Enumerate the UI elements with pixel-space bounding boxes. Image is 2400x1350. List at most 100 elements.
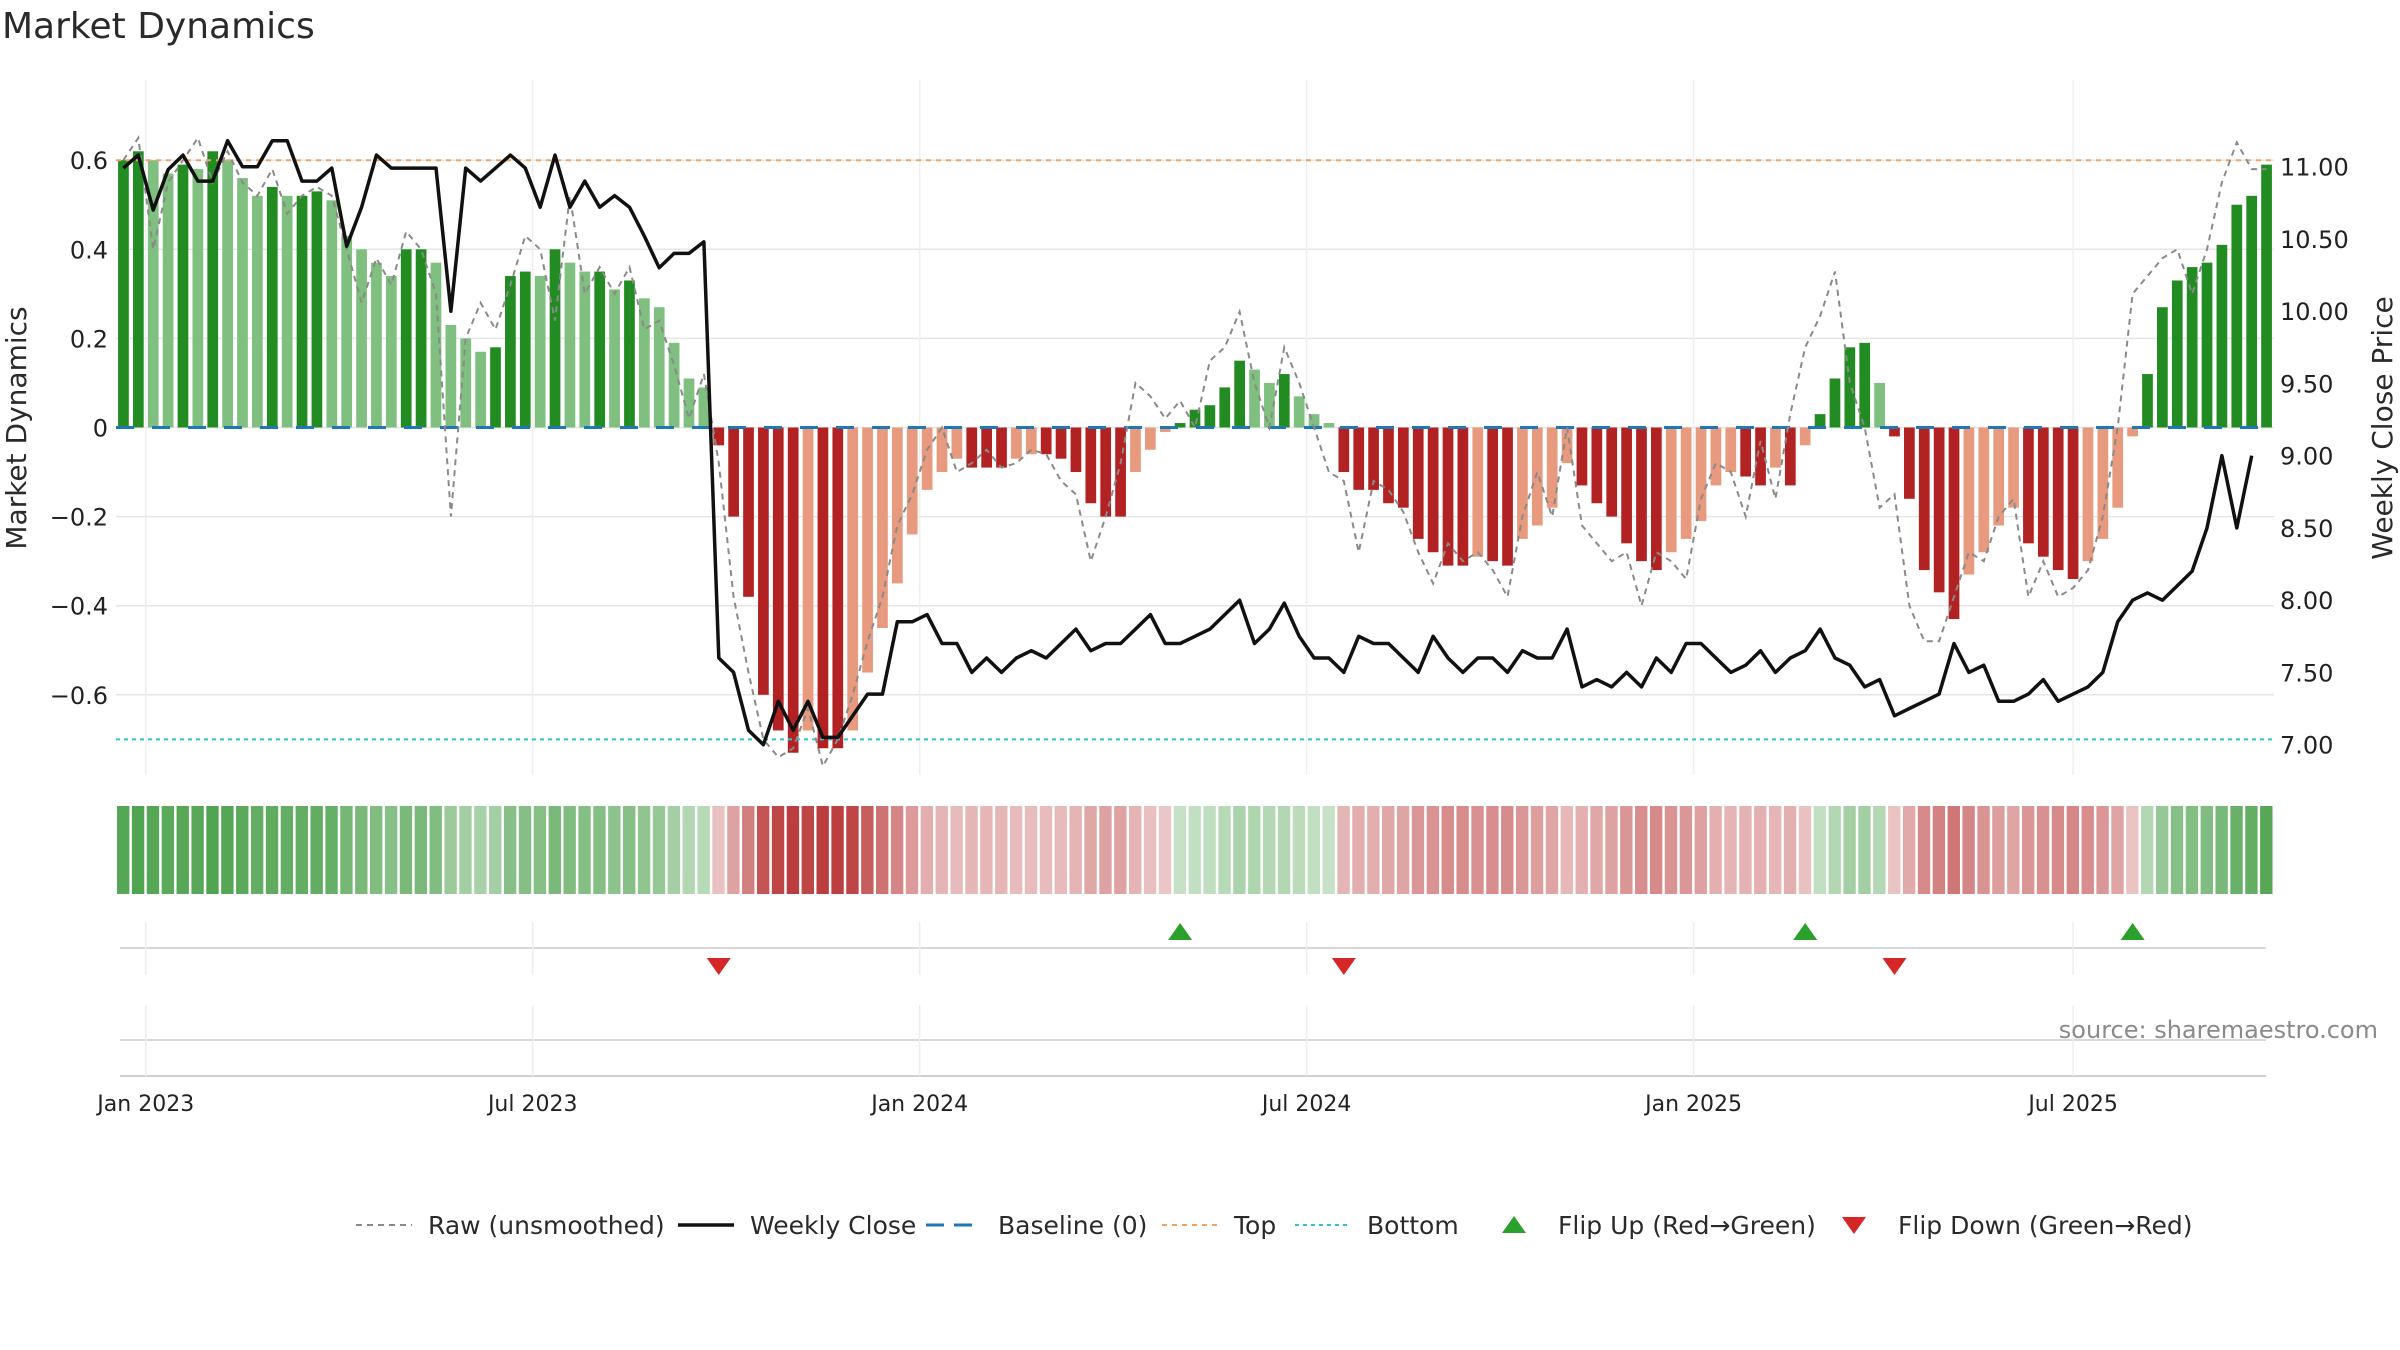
flip-down-marker: [706, 958, 731, 975]
legend-label: Flip Up (Red→Green): [1558, 1211, 1816, 1240]
momentum-bar: [222, 160, 233, 428]
legend-item-flip-down: Flip Down (Green→Red): [1842, 1211, 2193, 1240]
y-tick-label: −0.4: [50, 593, 108, 621]
momentum-bar: [624, 280, 635, 428]
momentum-bar: [1531, 427, 1543, 526]
strip-cell: [1545, 806, 1559, 894]
momentum-bar: [1591, 427, 1603, 504]
momentum-bar: [1472, 427, 1484, 557]
strip-cell: [459, 806, 472, 894]
momentum-bar: [743, 427, 754, 597]
strip-cell: [1739, 806, 1752, 894]
strip-cell: [1471, 806, 1484, 894]
x-axis-panel: Jan 2023 Jul 2023 Jan 2024 Jul 2024 Jan 2025…: [95, 1005, 2378, 1117]
strip-cell: [384, 806, 398, 894]
strip-cell: [1902, 806, 1916, 894]
momentum-bar: [1323, 423, 1335, 428]
strip-cell: [2096, 806, 2109, 894]
strip-cell: [1262, 806, 1276, 894]
strip-cell: [1724, 806, 1737, 894]
strip-cell: [1947, 806, 1960, 894]
x-tick-label: Jul 2023: [486, 1092, 578, 1117]
y-tick-label: 0.4: [70, 236, 108, 264]
momentum-bar: [862, 427, 873, 673]
momentum-bar: [1651, 427, 1662, 571]
chart-title: Market Dynamics: [2, 6, 315, 47]
momentum-bar: [877, 427, 888, 628]
momentum-bar: [1159, 427, 1171, 432]
momentum-bar: [1487, 427, 1499, 562]
momentum-bar: [2023, 427, 2034, 544]
y2-tick-label: 9.50: [2280, 370, 2333, 398]
momentum-bar: [2097, 427, 2109, 539]
momentum-bar: [921, 427, 933, 490]
strip-cell: [250, 806, 264, 894]
momentum-bar: [1725, 427, 1737, 473]
strip-cell: [905, 806, 919, 894]
strip-cell: [474, 806, 487, 894]
strip-cell: [1962, 806, 1975, 894]
momentum-bar: [1829, 378, 1841, 428]
strip-cell: [1932, 806, 1946, 894]
strip-cell: [1649, 806, 1663, 894]
strip-cell: [1992, 806, 2005, 894]
momentum-bar: [1293, 396, 1305, 428]
momentum-bar: [2082, 427, 2094, 562]
momentum-bar: [1665, 427, 1677, 553]
momentum-bar: [847, 427, 859, 731]
momentum-bar: [1680, 427, 1692, 539]
momentum-bar: [2231, 204, 2243, 428]
momentum-bar: [1978, 427, 1990, 553]
flip-up-marker: [1793, 923, 1818, 940]
strip-cell: [176, 806, 189, 894]
momentum-bar: [1814, 414, 1826, 428]
strip-cell: [191, 806, 204, 894]
momentum-bar: [1457, 427, 1469, 566]
y-tick-label: −0.2: [50, 504, 108, 532]
strip-cell: [2051, 806, 2065, 894]
strip-cell: [310, 806, 323, 894]
strip-cell: [578, 806, 591, 894]
momentum-bar: [400, 249, 412, 428]
y2-axis-label: Weekly Close Price: [2366, 296, 2399, 559]
momentum-bar: [713, 427, 725, 446]
momentum-bar: [1368, 427, 1379, 490]
strip-cell: [682, 806, 695, 894]
momentum-bar: [2052, 427, 2064, 571]
strip-cell: [548, 806, 561, 894]
strip-cell: [340, 806, 353, 894]
source-label: source: sharemaestro.com: [2059, 1016, 2378, 1044]
momentum-bar: [683, 378, 695, 428]
momentum-bar: [668, 342, 680, 428]
momentum-bar: [118, 160, 129, 428]
x-axis-grid: [120, 1005, 2266, 1077]
momentum-bar: [2216, 244, 2228, 428]
x-tick-label: Jan 2023: [95, 1092, 194, 1117]
strip-cell: [355, 806, 368, 894]
strip-cell: [771, 806, 785, 894]
momentum-bar: [296, 195, 308, 428]
strip-cell: [1158, 806, 1172, 894]
momentum-bar: [1740, 427, 1752, 477]
y2-tick-label: 10.00: [2280, 298, 2349, 326]
strip-cell: [399, 806, 413, 894]
momentum-bar: [1189, 409, 1201, 428]
flip-down-marker: [1331, 958, 1356, 975]
flip-up-marker: [2120, 923, 2145, 940]
momentum-bar: [430, 262, 442, 428]
momentum-bar: [2142, 374, 2153, 428]
momentum-bar: [1204, 405, 1216, 428]
y2-tick-label: 7.00: [2280, 732, 2333, 760]
strip-cell: [861, 806, 874, 894]
strip-cell: [1382, 806, 1395, 894]
strip-cell: [1501, 806, 1514, 894]
strip-cell: [1530, 806, 1544, 894]
momentum-bar: [534, 276, 546, 428]
strip-cell: [1173, 806, 1187, 894]
momentum-bar: [1963, 427, 1975, 575]
momentum-bar: [1085, 427, 1097, 504]
momentum-bar: [2157, 307, 2168, 428]
momentum-bar: [936, 427, 948, 473]
momentum-bar: [728, 427, 739, 517]
legend-label: Bottom: [1367, 1211, 1459, 1240]
